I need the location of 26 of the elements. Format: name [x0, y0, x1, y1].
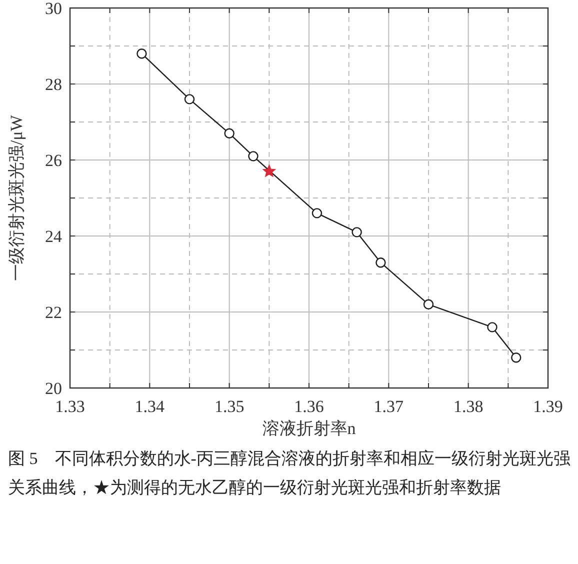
point — [423, 299, 434, 310]
point — [312, 208, 322, 218]
caption: 图 5 不同体积分数的水-丙三醇混合溶液的折射率和相应一级衍射光斑光强关系曲线，★为测得的无水乙醇的一级衍射光斑光强和折射率数据 — [8, 448, 572, 499]
point — [376, 258, 386, 268]
point — [352, 227, 362, 238]
y-tick-label: 26 — [45, 151, 62, 170]
y-tick-label: 30 — [45, 0, 62, 18]
point — [248, 151, 258, 162]
y-tick-label: 20 — [45, 379, 62, 398]
point — [184, 94, 195, 104]
y-tick-label: 28 — [45, 75, 62, 94]
x-tick-label: 1.39 — [533, 397, 563, 416]
x-axis-title: 溶液折射率n — [262, 419, 356, 438]
point — [224, 128, 234, 138]
x-tick-label: 1.35 — [214, 397, 244, 416]
y-tick-label: 22 — [45, 303, 62, 322]
point — [487, 322, 498, 332]
y-axis-title: 一级衍射光斑光强/μW — [7, 114, 26, 281]
x-tick-label: 1.36 — [294, 397, 324, 416]
x-tick-label: 1.37 — [374, 397, 404, 416]
point — [511, 352, 522, 363]
x-tick-label: 1.38 — [453, 397, 484, 416]
x-tick-label: 1.33 — [55, 397, 85, 416]
x-tick-label: 1.34 — [134, 397, 166, 416]
point — [136, 48, 147, 59]
y-tick-label: 24 — [45, 227, 62, 246]
